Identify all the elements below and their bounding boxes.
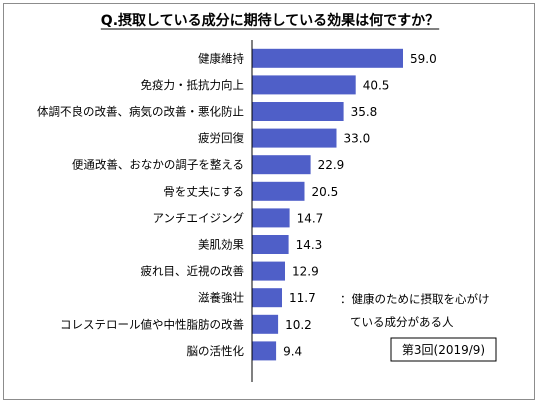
chart-title: Q.摂取している成分に期待している効果は何ですか？ xyxy=(101,12,439,29)
category-label-0: 健康維持 xyxy=(198,51,244,65)
bar-2 xyxy=(252,102,344,121)
bar-1 xyxy=(252,75,356,95)
value-label-8: 12.9 xyxy=(292,265,319,279)
bar-5 xyxy=(252,181,305,201)
note-line-1: ：健康のために摂取を心がけ xyxy=(340,292,490,306)
category-label-1: 免疫力・抵抗力向上 xyxy=(141,78,245,92)
value-label-0: 59.0 xyxy=(410,52,437,66)
category-label-3: 疲労回復 xyxy=(198,131,244,145)
value-label-2: 35.8 xyxy=(351,105,378,119)
category-label-6: アンチエイジング xyxy=(152,211,244,225)
bar-10 xyxy=(252,314,279,334)
category-label-9: 滋養強壮 xyxy=(198,291,244,305)
bar-7 xyxy=(252,235,289,254)
category-label-11: 脳の活性化 xyxy=(187,344,245,358)
category-label-7: 美肌効果 xyxy=(198,238,244,252)
bar-9 xyxy=(252,288,282,308)
bar-4 xyxy=(252,155,311,175)
survey-round-badge-box xyxy=(390,337,497,362)
value-label-11: 9.4 xyxy=(283,344,302,358)
value-label-5: 20.5 xyxy=(312,185,339,199)
category-label-5: 骨を丈夫にする xyxy=(163,184,244,198)
bar-11 xyxy=(252,341,277,361)
category-label-8: 疲れ目、近視の改善 xyxy=(141,264,245,278)
survey-round-badge: 第3回(2019/9) xyxy=(402,343,485,357)
value-label-6: 14.7 xyxy=(297,211,324,225)
value-label-7: 14.3 xyxy=(296,238,323,252)
bar-3 xyxy=(252,128,337,148)
value-label-4: 22.9 xyxy=(318,158,345,172)
bar-6 xyxy=(252,208,290,228)
value-label-1: 40.5 xyxy=(363,78,390,92)
bar-0 xyxy=(252,48,403,68)
value-label-10: 10.2 xyxy=(285,318,312,332)
value-label-9: 11.7 xyxy=(289,291,316,305)
category-label-4: 便通改善、おなかの調子を整える xyxy=(72,158,244,172)
chart-frame xyxy=(3,3,535,400)
value-label-3: 33.0 xyxy=(344,132,371,146)
value-labels: 59.0 40.5 35.8 33.0 22.9 20.5 14.7 14.3 12.9 11.7… xyxy=(283,52,437,359)
note-line-2: ている成分がある人 xyxy=(350,315,454,329)
bars-group xyxy=(252,48,403,361)
category-label-2: 体調不良の改善、病気の改善・悪化防止 xyxy=(37,105,244,119)
bar-8 xyxy=(252,261,285,281)
category-labels: 健康維持免疫力・抵抗力向上体調不良の改善、病気の改善・悪化防止疲労回復便通改善、… xyxy=(37,51,244,358)
category-label-10: コレステロール値や中性脂肪の改善 xyxy=(60,317,244,331)
